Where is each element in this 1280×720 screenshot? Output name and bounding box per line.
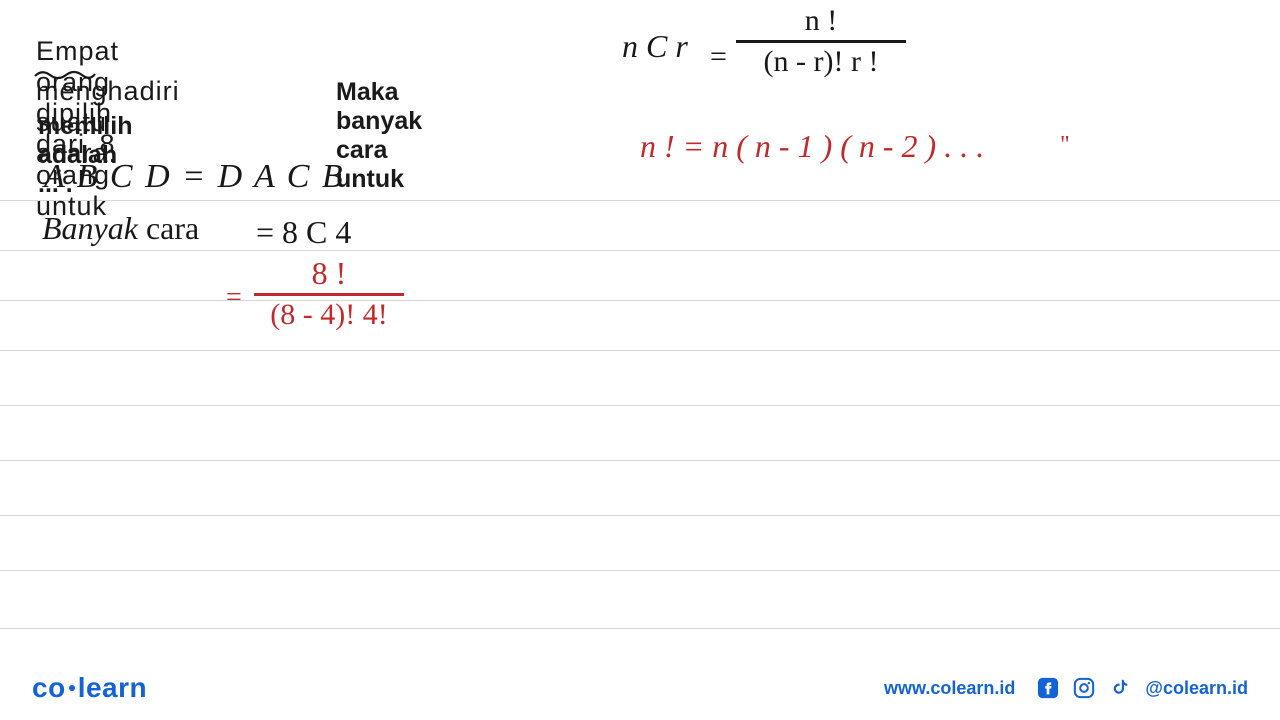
brand-right: learn [78, 672, 147, 703]
footer-url[interactable]: www.colearn.id [884, 678, 1015, 699]
n-factorial-expansion: n ! = n ( n - 1 ) ( n - 2 ) . . . [640, 128, 984, 165]
computation-eq: = [226, 282, 242, 314]
underline-squiggle [34, 68, 96, 80]
ncr-numerator: n ! [736, 6, 906, 36]
cara-word: cara [146, 210, 199, 246]
ncr-formula-left: n C r [622, 28, 688, 65]
ruled-background [0, 0, 1280, 720]
problem-line-2b: Maka banyak cara untuk [336, 78, 422, 194]
brand-dot-icon [69, 685, 75, 691]
abcd-equivalence: A B C D = D A C B [44, 158, 345, 196]
footer-handle[interactable]: @colearn.id [1145, 678, 1248, 699]
footer-bar: colearn www.colearn.id @colearn.id [0, 656, 1280, 720]
facebook-icon[interactable] [1037, 677, 1059, 699]
page: Empat orang dipilih dari 8 orang untuk m… [0, 0, 1280, 720]
trailing-mark: " [1060, 132, 1070, 159]
instagram-icon[interactable] [1073, 677, 1095, 699]
computation-numerator: 8 ! [254, 256, 404, 291]
banyak-cara-label: Banyak cara [42, 210, 199, 247]
banyak-word: Banyak [42, 210, 138, 246]
brand-left: co [32, 672, 66, 703]
footer-right: www.colearn.id @colearn.id [884, 677, 1248, 699]
ncr-formula-eq: = [710, 40, 727, 74]
ncr-formula-fraction: n ! (n - r)! r ! [736, 6, 986, 77]
ncr-denominator: (n - r)! r ! [736, 47, 906, 77]
computation-denominator: (8 - 4)! 4! [254, 298, 404, 331]
eq-8c4: = 8 C 4 [256, 214, 351, 251]
tiktok-icon[interactable] [1109, 677, 1131, 699]
ncr-fraction-bar [736, 40, 906, 43]
brand-logo: colearn [32, 672, 147, 704]
computation-fraction-bar [254, 293, 404, 296]
